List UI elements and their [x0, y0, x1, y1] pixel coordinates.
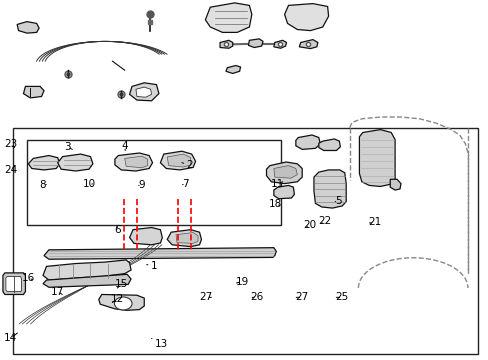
Polygon shape — [99, 294, 144, 310]
Text: 16: 16 — [21, 273, 35, 283]
Circle shape — [114, 297, 132, 310]
Text: 8: 8 — [40, 180, 46, 190]
Polygon shape — [44, 248, 276, 259]
Text: 11: 11 — [270, 179, 284, 189]
Text: 15: 15 — [114, 279, 128, 289]
Text: 13: 13 — [151, 338, 168, 349]
Bar — [13, 128, 477, 354]
Polygon shape — [28, 156, 60, 170]
Text: 9: 9 — [138, 180, 145, 190]
Polygon shape — [115, 153, 152, 171]
Polygon shape — [23, 86, 44, 98]
Polygon shape — [273, 185, 294, 199]
Text: 14: 14 — [4, 333, 18, 343]
Text: 3: 3 — [64, 142, 72, 152]
Text: 4: 4 — [122, 141, 128, 151]
Text: 18: 18 — [268, 199, 282, 210]
Text: 10: 10 — [82, 179, 95, 189]
Text: 7: 7 — [182, 179, 189, 189]
Polygon shape — [284, 4, 328, 31]
Polygon shape — [248, 39, 263, 48]
Polygon shape — [389, 179, 400, 190]
Polygon shape — [359, 130, 394, 186]
Text: 2: 2 — [182, 160, 193, 170]
Text: 22: 22 — [317, 216, 331, 226]
Text: 27: 27 — [199, 292, 213, 302]
Text: 24: 24 — [4, 165, 18, 175]
Polygon shape — [17, 22, 39, 33]
Text: 1: 1 — [146, 261, 157, 271]
Polygon shape — [318, 139, 340, 150]
Polygon shape — [3, 273, 25, 294]
Polygon shape — [43, 274, 131, 287]
Bar — [27, 140, 281, 225]
Polygon shape — [167, 154, 190, 167]
Text: 23: 23 — [4, 139, 18, 149]
Polygon shape — [129, 228, 162, 245]
Text: 5: 5 — [334, 196, 341, 206]
Text: 26: 26 — [249, 292, 263, 302]
Polygon shape — [273, 40, 286, 48]
Polygon shape — [167, 230, 201, 247]
Polygon shape — [136, 87, 151, 97]
Text: 12: 12 — [110, 294, 124, 304]
Text: 27: 27 — [295, 292, 308, 302]
Polygon shape — [129, 83, 159, 101]
Text: 21: 21 — [367, 217, 381, 228]
Text: 19: 19 — [235, 276, 248, 287]
Text: 25: 25 — [335, 292, 348, 302]
Polygon shape — [225, 66, 240, 73]
Polygon shape — [58, 154, 93, 171]
Polygon shape — [43, 260, 131, 280]
Polygon shape — [313, 170, 346, 208]
Polygon shape — [266, 162, 302, 184]
Polygon shape — [295, 135, 320, 149]
Polygon shape — [220, 40, 232, 48]
Polygon shape — [205, 3, 251, 32]
Text: 20: 20 — [303, 220, 316, 230]
Polygon shape — [124, 156, 147, 168]
Polygon shape — [273, 166, 297, 178]
Polygon shape — [299, 40, 317, 49]
Polygon shape — [6, 276, 21, 292]
Text: 17: 17 — [51, 287, 64, 297]
Polygon shape — [160, 151, 195, 170]
Polygon shape — [176, 233, 198, 243]
Text: 6: 6 — [114, 225, 121, 235]
